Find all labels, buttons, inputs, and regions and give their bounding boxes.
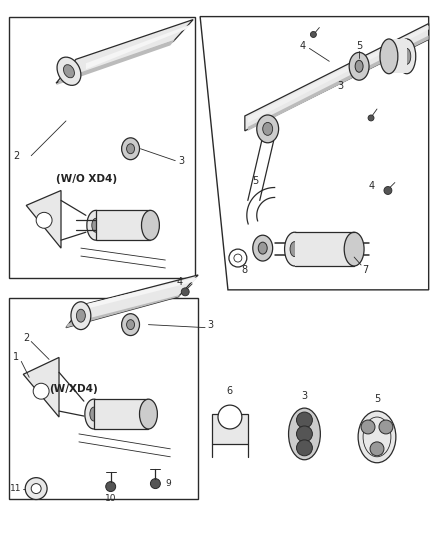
Polygon shape	[86, 23, 193, 69]
Text: 4: 4	[176, 277, 182, 287]
Circle shape	[36, 212, 52, 228]
Ellipse shape	[380, 39, 398, 74]
Text: 4: 4	[369, 181, 375, 190]
Polygon shape	[26, 190, 61, 248]
Text: 3: 3	[178, 156, 184, 166]
Bar	[9, 17, 195, 278]
Text: 1: 1	[13, 352, 19, 362]
Text: 4: 4	[300, 42, 306, 51]
Circle shape	[297, 412, 312, 428]
Circle shape	[384, 187, 392, 195]
Circle shape	[33, 383, 49, 399]
Circle shape	[368, 115, 374, 121]
Ellipse shape	[344, 232, 364, 266]
Ellipse shape	[92, 219, 100, 232]
Ellipse shape	[127, 320, 134, 329]
Circle shape	[370, 442, 384, 456]
Polygon shape	[248, 36, 429, 131]
Ellipse shape	[122, 138, 140, 160]
Ellipse shape	[87, 211, 105, 240]
Ellipse shape	[90, 407, 98, 421]
Text: (W/XD4): (W/XD4)	[49, 384, 98, 394]
Bar	[96, 211, 150, 240]
Text: 5: 5	[374, 394, 380, 404]
Text: 3: 3	[207, 320, 213, 329]
Circle shape	[297, 440, 312, 456]
Ellipse shape	[71, 302, 91, 329]
Circle shape	[31, 483, 41, 494]
Polygon shape	[83, 277, 198, 310]
Text: 9: 9	[165, 479, 171, 488]
Circle shape	[361, 420, 375, 434]
Text: 3: 3	[301, 391, 307, 401]
Text: 2: 2	[13, 151, 20, 161]
Ellipse shape	[258, 242, 267, 254]
Ellipse shape	[403, 49, 411, 64]
Circle shape	[25, 478, 47, 499]
Ellipse shape	[358, 411, 396, 463]
Text: 8: 8	[242, 265, 248, 275]
Polygon shape	[245, 23, 429, 131]
Polygon shape	[56, 20, 193, 83]
Text: 6: 6	[227, 386, 233, 396]
Ellipse shape	[64, 64, 74, 78]
Text: 5: 5	[356, 42, 362, 51]
Ellipse shape	[289, 408, 320, 460]
Bar	[389, 39, 407, 73]
Ellipse shape	[85, 399, 103, 429]
Ellipse shape	[122, 314, 140, 336]
Ellipse shape	[285, 232, 304, 266]
Ellipse shape	[263, 123, 273, 135]
Bar	[94, 399, 148, 429]
Text: 11: 11	[10, 484, 21, 493]
Ellipse shape	[349, 52, 369, 80]
Circle shape	[106, 482, 116, 491]
Circle shape	[311, 31, 316, 37]
Text: 7: 7	[362, 265, 368, 275]
Ellipse shape	[290, 241, 299, 256]
Ellipse shape	[57, 57, 81, 85]
Circle shape	[181, 288, 189, 296]
Bar	[212, 414, 248, 444]
Text: 5: 5	[252, 175, 258, 185]
Text: 2: 2	[23, 333, 29, 343]
Text: 10: 10	[105, 494, 117, 503]
Polygon shape	[248, 26, 429, 123]
Ellipse shape	[140, 399, 157, 429]
Text: (W/O XD4): (W/O XD4)	[56, 174, 117, 183]
Ellipse shape	[253, 235, 273, 261]
Circle shape	[150, 479, 160, 489]
Text: 3: 3	[337, 81, 343, 91]
Ellipse shape	[398, 39, 416, 74]
Circle shape	[218, 405, 242, 429]
Polygon shape	[66, 275, 198, 328]
Circle shape	[379, 420, 393, 434]
Ellipse shape	[76, 309, 85, 322]
Ellipse shape	[257, 115, 279, 143]
Polygon shape	[23, 358, 59, 417]
Bar	[9, 298, 198, 498]
Circle shape	[297, 426, 312, 442]
Bar	[294, 232, 354, 266]
Ellipse shape	[141, 211, 159, 240]
Ellipse shape	[355, 60, 363, 72]
Polygon shape	[56, 39, 175, 85]
Ellipse shape	[127, 144, 134, 154]
Polygon shape	[66, 295, 180, 328]
